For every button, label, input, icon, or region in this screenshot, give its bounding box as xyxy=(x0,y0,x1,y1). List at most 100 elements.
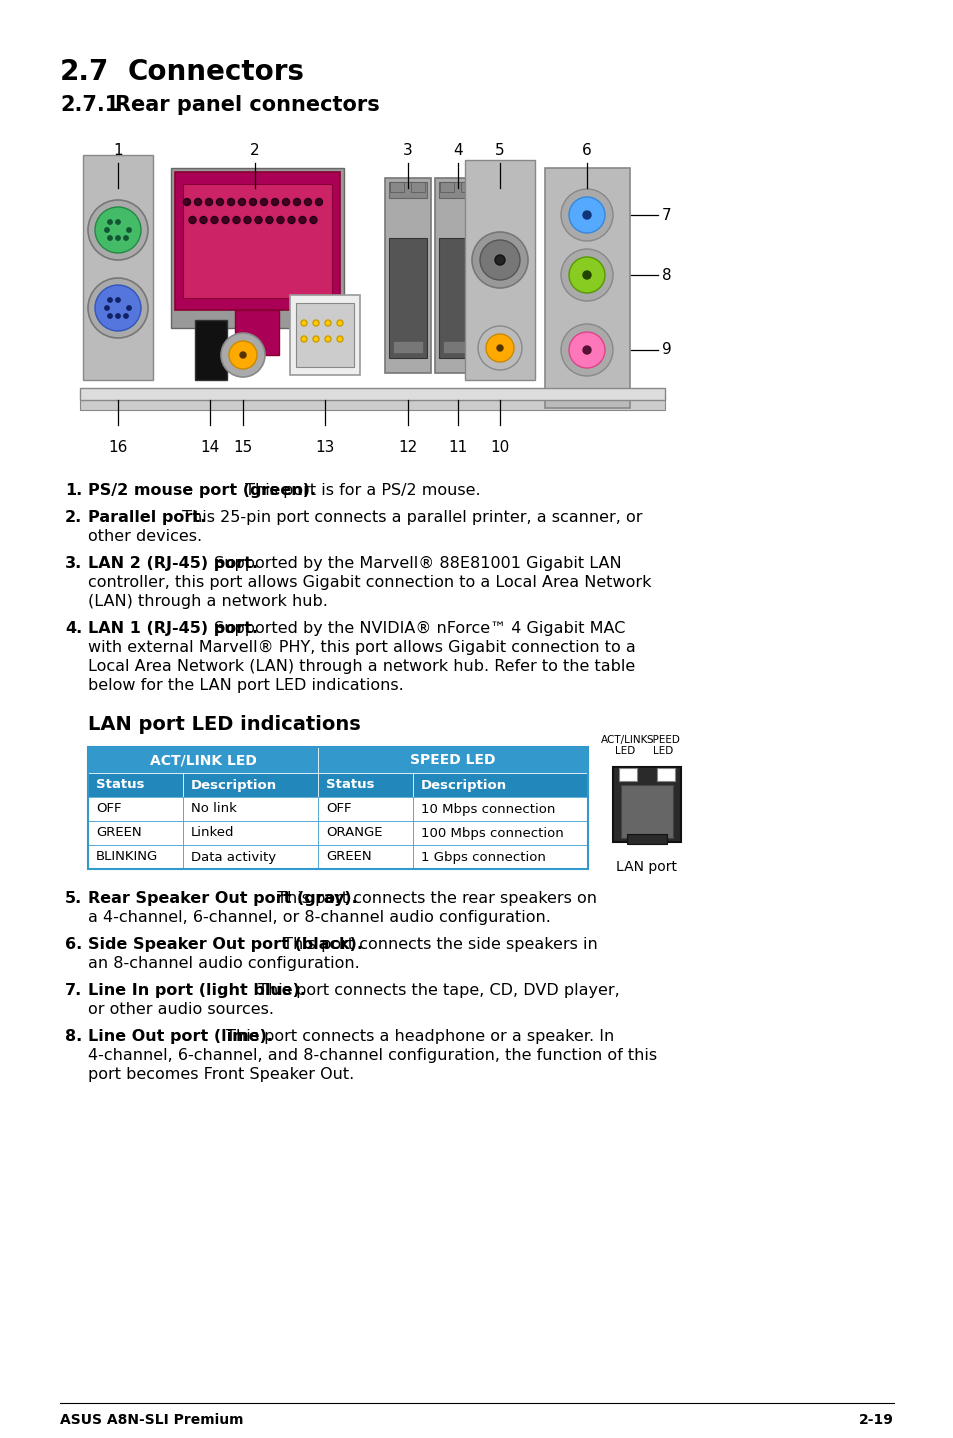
Bar xyxy=(435,178,480,372)
Circle shape xyxy=(560,249,613,301)
Circle shape xyxy=(294,198,300,206)
Circle shape xyxy=(229,341,256,370)
Text: ACT/LINK LED: ACT/LINK LED xyxy=(150,754,256,766)
Text: 2.7.1: 2.7.1 xyxy=(60,95,119,115)
Text: LAN 1 (RJ-45) port.: LAN 1 (RJ-45) port. xyxy=(88,621,258,636)
Circle shape xyxy=(298,217,306,223)
Bar xyxy=(183,797,317,821)
Circle shape xyxy=(568,257,604,293)
Text: LAN 2 (RJ-45) port.: LAN 2 (RJ-45) port. xyxy=(88,557,258,571)
Text: LED: LED xyxy=(615,746,635,756)
Circle shape xyxy=(205,198,213,206)
Circle shape xyxy=(260,198,267,206)
Bar xyxy=(657,768,675,781)
Text: This port connects the rear speakers on: This port connects the rear speakers on xyxy=(272,892,597,906)
Circle shape xyxy=(238,198,245,206)
Circle shape xyxy=(115,313,120,318)
Text: Supported by the Marvell® 88E81001 Gigabit LAN: Supported by the Marvell® 88E81001 Gigab… xyxy=(209,557,620,571)
Circle shape xyxy=(485,334,514,362)
Text: other devices.: other devices. xyxy=(88,529,202,544)
Text: OFF: OFF xyxy=(96,802,121,815)
Bar xyxy=(626,834,666,844)
Text: below for the LAN port LED indications.: below for the LAN port LED indications. xyxy=(88,677,403,693)
Text: GREEN: GREEN xyxy=(96,827,141,840)
Circle shape xyxy=(560,188,613,242)
Text: No link: No link xyxy=(191,802,236,815)
Circle shape xyxy=(472,232,527,288)
Circle shape xyxy=(315,198,322,206)
Circle shape xyxy=(227,198,234,206)
Bar xyxy=(194,321,227,380)
Bar xyxy=(317,774,413,797)
Circle shape xyxy=(105,306,109,311)
Bar xyxy=(88,746,587,869)
Circle shape xyxy=(221,334,265,377)
Circle shape xyxy=(127,227,132,232)
Text: 3.: 3. xyxy=(65,557,82,571)
Text: an 8-channel audio configuration.: an 8-channel audio configuration. xyxy=(88,956,359,971)
Circle shape xyxy=(124,313,128,318)
Bar xyxy=(183,846,317,869)
Text: Rear Speaker Out port (gray).: Rear Speaker Out port (gray). xyxy=(88,892,357,906)
Circle shape xyxy=(211,217,218,223)
Bar xyxy=(413,797,587,821)
Text: Line In port (light blue).: Line In port (light blue). xyxy=(88,984,306,998)
Bar xyxy=(171,168,344,328)
Circle shape xyxy=(479,240,519,280)
Circle shape xyxy=(282,198,289,206)
Text: (LAN) through a network hub.: (LAN) through a network hub. xyxy=(88,594,328,610)
Text: This port connects the side speakers in: This port connects the side speakers in xyxy=(278,938,598,952)
Circle shape xyxy=(494,255,505,266)
Text: 100 Mbps connection: 100 Mbps connection xyxy=(420,827,563,840)
Circle shape xyxy=(127,306,132,311)
Bar xyxy=(317,746,587,774)
Bar xyxy=(234,311,278,355)
Text: 8: 8 xyxy=(661,267,671,282)
Text: 16: 16 xyxy=(109,440,128,454)
Text: 5: 5 xyxy=(495,142,504,158)
Circle shape xyxy=(108,220,112,224)
Bar xyxy=(83,155,152,380)
Circle shape xyxy=(194,198,201,206)
Bar xyxy=(390,183,403,193)
Text: Local Area Network (LAN) through a network hub. Refer to the table: Local Area Network (LAN) through a netwo… xyxy=(88,659,635,674)
Text: 4.: 4. xyxy=(65,621,82,636)
Circle shape xyxy=(582,211,590,219)
Circle shape xyxy=(266,217,273,223)
Circle shape xyxy=(301,336,307,342)
Bar xyxy=(411,183,424,193)
Bar xyxy=(618,768,637,781)
Bar xyxy=(439,183,454,193)
Circle shape xyxy=(495,255,504,265)
Bar xyxy=(438,239,476,358)
Text: Linked: Linked xyxy=(191,827,234,840)
Circle shape xyxy=(568,332,604,368)
Circle shape xyxy=(497,345,502,351)
Bar xyxy=(389,183,427,198)
Circle shape xyxy=(582,270,590,279)
Circle shape xyxy=(183,198,191,206)
Text: 6: 6 xyxy=(581,142,591,158)
Text: Rear panel connectors: Rear panel connectors xyxy=(115,95,379,115)
Text: 1.: 1. xyxy=(65,483,82,498)
Circle shape xyxy=(250,198,256,206)
Circle shape xyxy=(124,236,128,240)
Text: 12: 12 xyxy=(398,440,417,454)
Text: or other audio sources.: or other audio sources. xyxy=(88,1002,274,1017)
Circle shape xyxy=(115,298,120,302)
Text: 1 Gbps connection: 1 Gbps connection xyxy=(420,850,545,863)
Text: BLINKING: BLINKING xyxy=(96,850,158,863)
Bar xyxy=(393,341,422,352)
Text: 10 Mbps connection: 10 Mbps connection xyxy=(420,802,555,815)
Text: Description: Description xyxy=(191,778,276,791)
Text: 7: 7 xyxy=(661,207,671,223)
Circle shape xyxy=(233,217,240,223)
Text: 9: 9 xyxy=(661,342,671,358)
Text: Supported by the NVIDIA® nForce™ 4 Gigabit MAC: Supported by the NVIDIA® nForce™ 4 Gigab… xyxy=(209,621,624,636)
Text: 13: 13 xyxy=(315,440,335,454)
Text: 3: 3 xyxy=(403,142,413,158)
Circle shape xyxy=(310,217,316,223)
Bar xyxy=(174,173,339,311)
Bar xyxy=(389,239,427,358)
Circle shape xyxy=(272,198,278,206)
